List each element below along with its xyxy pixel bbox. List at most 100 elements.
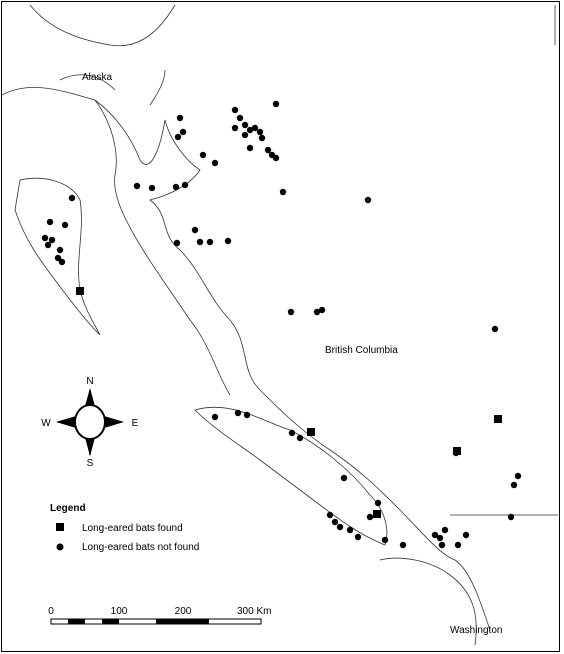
bats-not-found-point (510, 481, 518, 489)
bats-not-found-point (148, 184, 156, 192)
bats-found-point (373, 510, 381, 518)
bats-not-found-point (241, 131, 249, 139)
scale-bar-segment (102, 619, 119, 624)
coastline (1, 4, 558, 646)
bats-found-point (453, 447, 461, 455)
legend-square (56, 523, 64, 531)
bats-not-found-point (272, 154, 280, 162)
bats-found-point (76, 287, 84, 295)
place-label: British Columbia (325, 345, 398, 356)
scale-label: 300 Km (237, 606, 271, 617)
compass-label: N (86, 376, 93, 387)
bats-not-found-point (196, 238, 204, 246)
bats-not-found-point (173, 239, 181, 247)
bats-not-found-point (258, 134, 266, 142)
bats-not-found-point (364, 196, 372, 204)
bats-not-found-point (234, 409, 242, 417)
bats-not-found-point (272, 100, 280, 108)
bats-not-found-point (236, 114, 244, 122)
legend-title: Legend (50, 503, 86, 514)
bats-not-found-point (191, 226, 199, 234)
bats-not-found-point (61, 221, 69, 229)
bats-not-found-point (172, 183, 180, 191)
bats-not-found-point (231, 106, 239, 114)
scale-bar-segment (156, 619, 209, 624)
bats-not-found-point (491, 325, 499, 333)
bats-not-found-point (287, 308, 295, 316)
scale-label: 200 (175, 606, 192, 617)
bats-not-found-point (256, 128, 264, 136)
bats-not-found-point (374, 499, 382, 507)
legend-dot (56, 543, 64, 551)
bats-not-found-point (181, 181, 189, 189)
bats-not-found-point (288, 429, 296, 437)
bats-not-found-point (462, 531, 470, 539)
legend: Legend Long-eared bats found Long-eared … (50, 503, 199, 553)
bats-not-found-point (58, 258, 66, 266)
bats-not-found-point (296, 434, 304, 442)
bats-not-found-point (366, 513, 374, 521)
bats-not-found-point (56, 246, 64, 254)
compass-ring (74, 404, 106, 440)
compass: N S W E (41, 376, 138, 469)
bats-found-point (494, 415, 502, 423)
place-label: Washington (450, 625, 502, 636)
bats-not-found-point (514, 472, 522, 480)
bats-not-found-point (438, 541, 446, 549)
bats-not-found-point (231, 124, 239, 132)
bats-not-found-point (199, 151, 207, 159)
bats-not-found-point (331, 518, 339, 526)
bats-not-found-point (251, 124, 259, 132)
bats-not-found-point (441, 526, 449, 534)
bats-not-found-point (241, 121, 249, 129)
compass-label: W (41, 418, 51, 429)
bats-not-found-point (436, 534, 444, 542)
bats-not-found-point (326, 511, 334, 519)
compass-arrow (104, 416, 124, 428)
bats-not-found-point (354, 533, 362, 541)
bats-not-found-point (507, 513, 515, 521)
bats-not-found-point (179, 128, 187, 136)
bats-not-found-point (399, 541, 407, 549)
scale-label: 0 (48, 606, 54, 617)
bats-not-found-point (44, 241, 52, 249)
bats-not-found-point (431, 531, 439, 539)
bats-found-point (307, 428, 315, 436)
bats-not-found-point (133, 182, 141, 190)
bats-not-found-point (454, 541, 462, 549)
observation-points (41, 100, 522, 549)
bats-not-found-point (206, 238, 214, 246)
bats-not-found-point (246, 126, 254, 134)
bats-not-found-point (54, 254, 62, 262)
bats-not-found-point (264, 146, 272, 154)
compass-label: S (87, 458, 94, 469)
bats-not-found-point (313, 308, 321, 316)
bats-not-found-point (318, 306, 326, 314)
bats-not-found-point (381, 536, 389, 544)
compass-label: E (132, 418, 139, 429)
legend-item: Long-eared bats found (82, 523, 183, 534)
bats-not-found-point (176, 114, 184, 122)
alaska-coast (29, 4, 176, 47)
bats-not-found-point (346, 526, 354, 534)
legend-item: Long-eared bats not found (82, 542, 199, 553)
scale-bar: 0 100 200 300 Km (48, 606, 271, 625)
bats-not-found-point (243, 411, 251, 419)
compass-arrow (56, 416, 76, 428)
bats-not-found-point (41, 234, 49, 242)
washington-coast (379, 557, 477, 646)
inlet-coast (94, 99, 231, 396)
bats-not-found-point (336, 523, 344, 531)
bats-not-found-point (68, 194, 76, 202)
bats-not-found-point (340, 474, 348, 482)
mainland-coast (1, 87, 491, 631)
bats-not-found-point (279, 188, 287, 196)
alaska-inlets (59, 69, 166, 106)
place-label: Alaska (82, 72, 112, 83)
bats-not-found-point (211, 413, 219, 421)
bats-not-found-point (246, 144, 254, 152)
vancouver-island (194, 406, 388, 546)
scale-label: 100 (111, 606, 128, 617)
